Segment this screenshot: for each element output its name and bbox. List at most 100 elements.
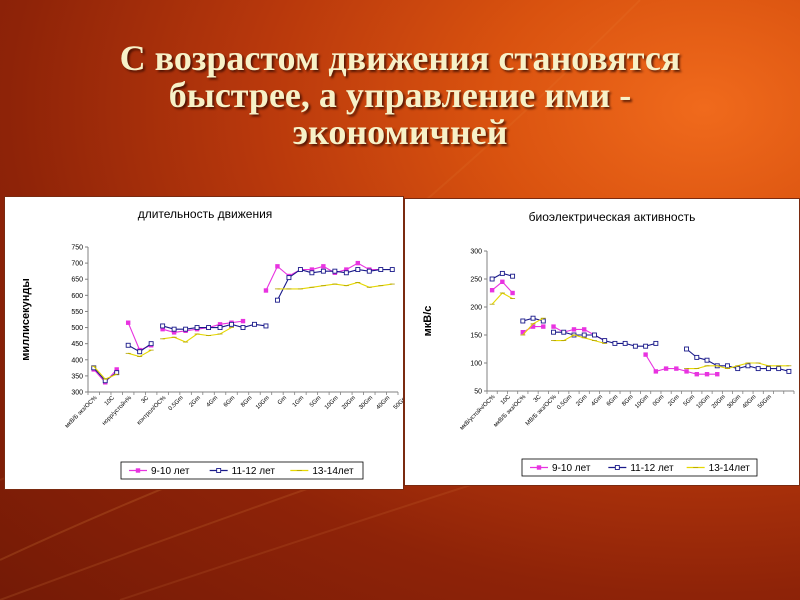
series-line	[277, 281, 393, 290]
data-point	[632, 343, 638, 349]
series-2	[489, 270, 792, 374]
x-tick-label: 2Gm	[667, 394, 680, 407]
series-2	[91, 267, 395, 384]
data-point	[217, 322, 223, 327]
x-tick-label: 5Gm	[683, 394, 696, 407]
x-tick-label: 30Gm	[726, 394, 742, 410]
y-tick-label: 700	[71, 261, 83, 268]
data-point	[725, 363, 730, 369]
legend-label: 11-12 лет	[232, 466, 276, 477]
data-point	[499, 270, 505, 276]
data-point	[571, 327, 577, 332]
legend-label: 13-14лет	[312, 466, 354, 477]
data-point	[263, 323, 269, 329]
legend-label: 9-10 лет	[151, 466, 190, 477]
data-point	[602, 338, 608, 344]
y-tick-label: 300	[71, 390, 83, 397]
data-point	[530, 324, 536, 329]
data-point	[343, 270, 349, 276]
bioelectric-chart: биоэлектрическая активность мкВ/с 50 100 150…	[422, 210, 795, 477]
x-tick-label: мкВ/Б экз/ОС%	[64, 395, 99, 430]
data-point	[540, 318, 546, 324]
x-tick-label: 6Gm	[606, 394, 619, 407]
data-point	[612, 340, 618, 346]
data-point	[355, 260, 361, 266]
data-point	[366, 268, 372, 274]
x-tick-label: 50Gm	[757, 394, 773, 410]
chart-title: длительность движения	[138, 207, 273, 221]
x-tick-label: 40Gm	[376, 395, 392, 411]
slide-title: С возрастом движения становятся быстрее,…	[40, 40, 760, 151]
data-point	[551, 324, 556, 329]
data-point	[160, 326, 165, 332]
x-tick-label: 50Gm	[393, 395, 403, 411]
data-point	[114, 367, 119, 372]
data-point	[217, 325, 223, 331]
series-line	[553, 326, 605, 342]
data-point	[735, 366, 741, 372]
data-point	[591, 332, 597, 338]
data-point	[389, 267, 395, 273]
data-point	[125, 342, 131, 348]
data-point	[561, 329, 567, 335]
chart-title: биоэлектрическая активность	[529, 210, 696, 224]
x-tick-label: 10Gm	[324, 395, 340, 411]
x-tick-label: 2Gm	[575, 394, 588, 407]
y-tick-label: 500	[71, 325, 83, 332]
x-tick-label: 3С	[533, 394, 543, 404]
x-tick-label: 10С	[500, 394, 512, 406]
data-point	[332, 268, 338, 274]
data-point	[674, 366, 679, 371]
data-point	[643, 352, 648, 357]
data-point	[309, 267, 315, 272]
data-point	[765, 366, 771, 372]
legend-label: 13-14лет	[709, 463, 751, 474]
data-point	[183, 326, 189, 332]
y-tick-label: 450	[71, 341, 83, 348]
data-point	[510, 290, 515, 296]
series-line	[491, 292, 513, 305]
legend-marker	[135, 468, 141, 473]
data-point	[229, 321, 234, 327]
data-point	[684, 369, 689, 374]
x-tick-label: 20Gm	[711, 394, 727, 410]
data-point	[148, 341, 154, 347]
series-1	[91, 260, 383, 385]
x-tick-label: 10Gm	[255, 395, 271, 411]
data-point	[582, 327, 587, 332]
data-point	[160, 323, 166, 329]
data-point	[274, 297, 280, 303]
data-point	[653, 369, 659, 374]
y-tick-label: 200	[470, 305, 482, 312]
data-point	[500, 279, 505, 284]
slide-title-line: экономичней	[292, 112, 508, 152]
y-axis-label: миллисекунды	[20, 278, 32, 361]
data-point	[252, 321, 257, 327]
y-tick-label: 550	[71, 309, 83, 316]
legend-box	[521, 458, 758, 477]
data-point	[355, 267, 361, 273]
x-tick-label: 8Gm	[240, 395, 253, 408]
duration-chart: длительность движения миллисекунды 300 350 4…	[20, 207, 403, 480]
y-tick-label: 400	[71, 357, 83, 364]
y-tick-label: 250	[470, 277, 482, 284]
x-tick-label: 0.5Gm	[168, 395, 185, 412]
data-point	[520, 318, 526, 324]
data-point	[581, 332, 587, 338]
x-tick-label: 20Gm	[341, 395, 357, 411]
x-tick-label: 3С	[141, 395, 151, 405]
data-point	[715, 372, 720, 377]
data-point	[263, 288, 269, 293]
x-tick-label: 4Gm	[591, 394, 604, 407]
x-tick-label: 0.5Gm	[556, 394, 573, 411]
data-point	[694, 372, 699, 377]
y-tick-label: 50	[474, 389, 482, 396]
x-tick-label: 10С	[104, 395, 116, 407]
data-point	[137, 349, 143, 355]
x-tick-label: 30Gm	[358, 395, 374, 411]
data-point	[320, 268, 326, 274]
legend-box	[120, 461, 364, 480]
data-point	[171, 330, 177, 335]
x-tick-label: Gm	[277, 395, 288, 406]
data-point	[240, 318, 246, 324]
